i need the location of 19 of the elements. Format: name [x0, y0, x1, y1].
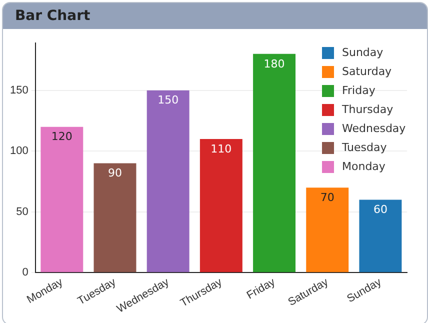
- data-label: 180: [264, 57, 285, 70]
- data-label: 60: [373, 203, 388, 216]
- y-tick-label: 100: [10, 145, 28, 158]
- legend-label: Saturday: [342, 64, 392, 78]
- legend-label: Thursday: [341, 102, 394, 116]
- y-tick-label: 50: [16, 206, 28, 218]
- legend-label: Sunday: [342, 46, 384, 59]
- data-label: 110: [210, 142, 232, 156]
- data-label: 70: [320, 190, 334, 204]
- y-tick-label: 150: [10, 84, 28, 96]
- legend-label: Monday: [342, 160, 386, 173]
- legend-label: Tuesday: [341, 140, 388, 154]
- y-tick-label: 0: [22, 266, 28, 279]
- legend-label: Wednesday: [342, 122, 406, 135]
- data-label: 150: [158, 94, 179, 107]
- legend-label: Friday: [342, 84, 376, 97]
- data-label: 120: [51, 130, 72, 144]
- chart-title: Bar Chart: [3, 3, 427, 29]
- data-label: 90: [108, 166, 122, 180]
